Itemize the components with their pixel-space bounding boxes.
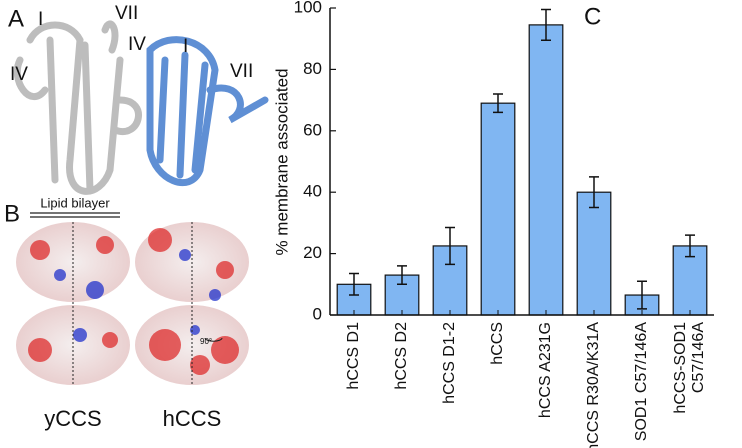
error-bar: [541, 8, 551, 41]
rotation-arrow: [204, 337, 223, 342]
error-bar: [637, 280, 647, 310]
domain-label: IV: [128, 34, 146, 55]
error-bar: [493, 93, 503, 114]
x-tick-label: hCCS-SOD1 C57/146A: [672, 322, 707, 414]
error-bar: [349, 272, 359, 296]
panel-letter: A: [8, 5, 24, 32]
domain-label: VII: [230, 61, 253, 82]
x-tick-label: hCCS D1: [345, 322, 362, 390]
protein-ribbon-gray: [13, 20, 142, 195]
membrane-label: Lipid bilayer: [40, 195, 110, 210]
error-bar: [397, 265, 407, 286]
rotation-label: 90°: [200, 337, 212, 346]
y-axis-label: % membrane associated: [272, 68, 291, 255]
x-tick-label: hCCS R30A/K31A: [585, 322, 602, 448]
bar: [576, 191, 612, 316]
y-tick-label: 40: [303, 182, 322, 201]
error-bar: [685, 234, 695, 258]
protein-label: yCCS: [44, 406, 101, 431]
error-bar: [589, 176, 599, 209]
x-tick-label: hCCS: [489, 322, 506, 365]
domain-label: I: [183, 36, 188, 57]
y-tick-label: 100: [294, 0, 322, 16]
x-tick-label: SOD1 C57/146A: [633, 322, 650, 442]
error-bar: [445, 226, 455, 266]
x-tick-label: hCCS A231G: [537, 322, 554, 419]
y-tick-label: 80: [303, 59, 322, 78]
bar: [480, 102, 516, 316]
domain-label: I: [38, 9, 43, 30]
bar: [528, 24, 564, 316]
domain-label: IV: [10, 64, 28, 85]
surface-maps: [16, 222, 249, 385]
panel-letter: B: [4, 200, 20, 227]
protein-label: hCCS: [163, 406, 222, 431]
x-tick-label: hCCS D2: [393, 322, 410, 390]
y-tick-label: 0: [313, 304, 322, 323]
y-tick-label: 60: [303, 120, 322, 139]
y-tick-label: 20: [303, 243, 322, 262]
panel-letter: C: [584, 3, 601, 30]
x-tick-label: hCCS D1-2: [441, 322, 458, 404]
protein-ribbon-blue: [146, 36, 269, 186]
domain-label: VII: [115, 3, 138, 24]
